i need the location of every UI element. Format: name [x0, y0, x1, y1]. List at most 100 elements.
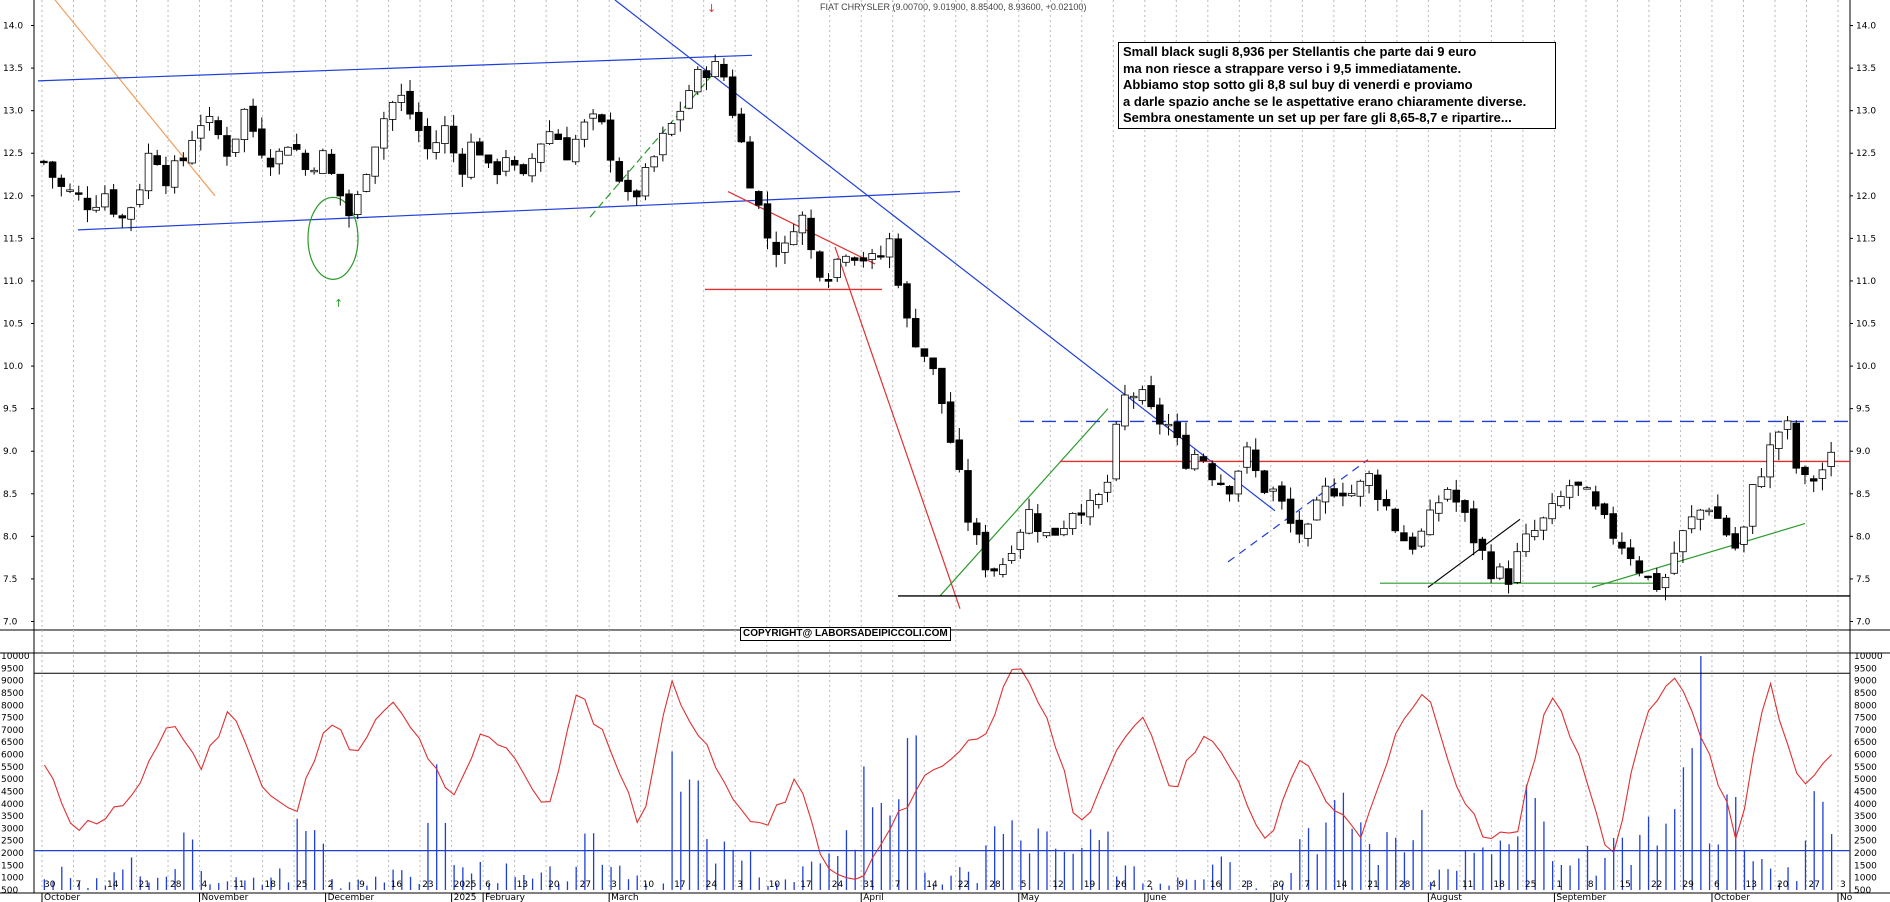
volume-tick-right: 1500	[1854, 861, 1877, 871]
volume-tick-left: 6500	[1, 738, 24, 748]
candle-body	[1452, 489, 1461, 503]
volume-tick-right: 500	[1854, 886, 1871, 896]
y-tick-label-right: 14.0	[1856, 22, 1876, 32]
note-line: a darle spazio anche se le aspettative e…	[1123, 93, 1527, 109]
x-tick-label: 27	[580, 880, 591, 890]
candle-body	[1417, 530, 1426, 547]
oscillator-line	[43, 668, 1832, 880]
x-tick-label: 13	[1745, 880, 1756, 890]
x-tick-label: 13	[517, 880, 528, 890]
note-line: Small black sugli 8,936 per Stellantis c…	[1123, 44, 1477, 59]
y-tick-label-left: 10.5	[3, 320, 23, 330]
candle-body	[781, 242, 789, 253]
candle-body	[1722, 517, 1731, 536]
candle-body	[1269, 488, 1277, 492]
y-tick-label-left: 9.0	[3, 447, 18, 457]
y-tick-label-left: 9.5	[3, 405, 17, 415]
candle-body	[118, 215, 127, 219]
month-label: No	[1840, 893, 1853, 902]
note-line: Sembra onestamente un set up per fare gl…	[1123, 110, 1512, 125]
candle-body	[284, 146, 292, 156]
candle-body	[380, 118, 388, 149]
candle-body	[545, 131, 554, 144]
y-tick-label-left: 12.5	[3, 149, 23, 159]
candle-body	[179, 157, 188, 162]
candle-body	[327, 153, 336, 174]
volume-panel	[34, 656, 1850, 891]
x-tick-label: 11	[233, 880, 244, 890]
x-axis: 30 7 14 21 28 4 11 18 25 2 9 16 23 2025 6 13 20 27 3 10 17 24…	[41, 880, 1853, 902]
candle-body	[650, 156, 658, 168]
x-tick-label: 3	[1840, 880, 1846, 890]
y-tick-label-right: 8.0	[1856, 532, 1871, 542]
month-label: May	[1021, 893, 1040, 902]
volume-tick-left: 4000	[1, 800, 24, 810]
down-arrow-icon: ↓	[707, 2, 716, 15]
candle-body	[1609, 513, 1617, 539]
candle-body	[1478, 538, 1487, 551]
x-tick-label: 16	[1210, 880, 1222, 890]
candle-body	[964, 470, 972, 523]
y-tick-label-left: 10.0	[3, 362, 23, 372]
candle-body	[74, 192, 83, 195]
x-tick-label: 20	[548, 880, 560, 890]
candle-body	[1391, 508, 1399, 532]
candle-body	[606, 119, 615, 161]
x-tick-label: 17	[800, 880, 811, 890]
x-tick-label: 3	[611, 880, 617, 890]
volume-tick-left: 2000	[1, 849, 24, 859]
candle-body	[1679, 530, 1687, 553]
candle-body	[1042, 532, 1051, 537]
volume-tick-left: 3000	[1, 824, 24, 834]
x-tick-label: 28	[170, 880, 182, 890]
candle-body	[414, 111, 423, 131]
volume-tick-right: 2500	[1854, 837, 1877, 847]
candle-body	[1635, 560, 1644, 574]
candle-body	[1618, 541, 1626, 549]
y-tick-label-left: 11.5	[3, 234, 23, 244]
month-label: September	[1556, 893, 1606, 902]
candle-body	[1199, 456, 1208, 462]
candle-body	[885, 238, 894, 258]
candle-body	[40, 160, 48, 164]
candle-body	[432, 142, 440, 153]
candle-body	[249, 105, 257, 132]
candle-body	[92, 206, 100, 211]
candle-body	[920, 348, 929, 357]
trendline-red-steep	[834, 246, 961, 609]
candle-body	[1164, 423, 1173, 427]
candle-body	[345, 193, 353, 217]
channel-top-line	[37, 54, 753, 82]
volume-tick-left: 9500	[1, 664, 24, 674]
trendline-blue-dashed	[1227, 459, 1369, 563]
candle-body	[702, 70, 711, 79]
volume-tick-right: 10000	[1854, 652, 1883, 662]
x-tick-label: 18	[1493, 880, 1505, 890]
candle-body	[240, 108, 249, 141]
x-tick-label: 8	[1588, 880, 1594, 890]
candle-body	[894, 238, 903, 286]
volume-tick-right: 1000	[1854, 874, 1877, 884]
candle-body	[353, 194, 362, 215]
candle-body	[1374, 474, 1382, 500]
trendline-green	[939, 408, 1109, 597]
volume-tick-left: 8500	[1, 689, 24, 699]
candle-body	[1644, 575, 1652, 579]
y-tick-label-left: 7.0	[3, 617, 18, 627]
candle-body	[999, 564, 1007, 575]
candle-body	[136, 189, 144, 205]
candle-body	[1565, 485, 1574, 498]
candle-body	[1792, 422, 1801, 469]
candle-body	[502, 157, 510, 172]
y-tick-label-right: 10.5	[1856, 320, 1876, 330]
candle-body	[1304, 523, 1312, 539]
candle-body	[1138, 389, 1147, 401]
candle-body	[1583, 487, 1591, 490]
candle-body	[868, 253, 876, 260]
candle-body	[1190, 454, 1199, 470]
candle-body	[493, 161, 501, 176]
x-tick-label: 28	[989, 880, 1001, 890]
y-axes: 7.0 7.0 7.5 7.5 8.0 8.0 8.5 8.5 9.0 9.0 9.5 9.5 10.0…	[1, 22, 1883, 896]
volume-tick-left: 4500	[1, 787, 24, 797]
x-tick-label: 18	[265, 880, 277, 890]
